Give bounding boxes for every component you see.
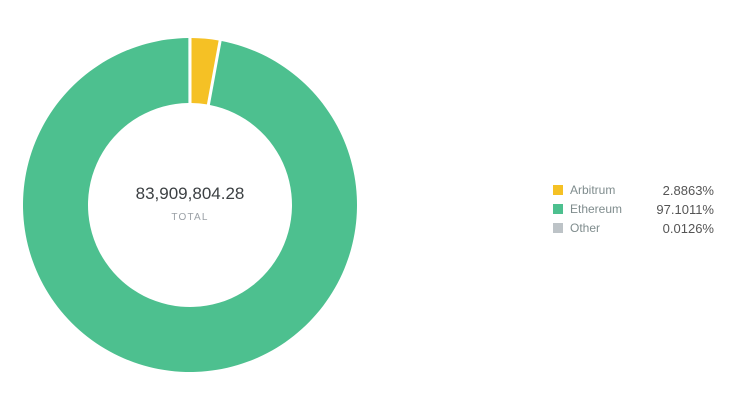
chart-legend: Arbitrum 2.8863% Ethereum 97.1011% Other 0.01… [553,181,714,238]
legend-color-swatch [553,204,563,214]
legend-item[interactable]: Arbitrum 2.8863% [553,181,714,199]
donut-slice[interactable] [191,38,219,105]
legend-item-value: 2.8863% [662,182,714,198]
legend-item[interactable]: Other 0.0126% [553,219,714,237]
legend-item[interactable]: Ethereum 97.1011% [553,200,714,218]
donut-slice[interactable] [22,38,357,373]
donut-slice-group [22,38,357,373]
legend-item-label: Arbitrum [570,183,616,197]
legend-item-value: 97.1011% [656,201,714,217]
legend-item-label: Ethereum [570,202,623,216]
legend-item-value: 0.0126% [662,220,714,236]
legend-item-label: Other [570,221,601,235]
legend-color-swatch [553,223,563,233]
legend-color-swatch [553,185,563,195]
